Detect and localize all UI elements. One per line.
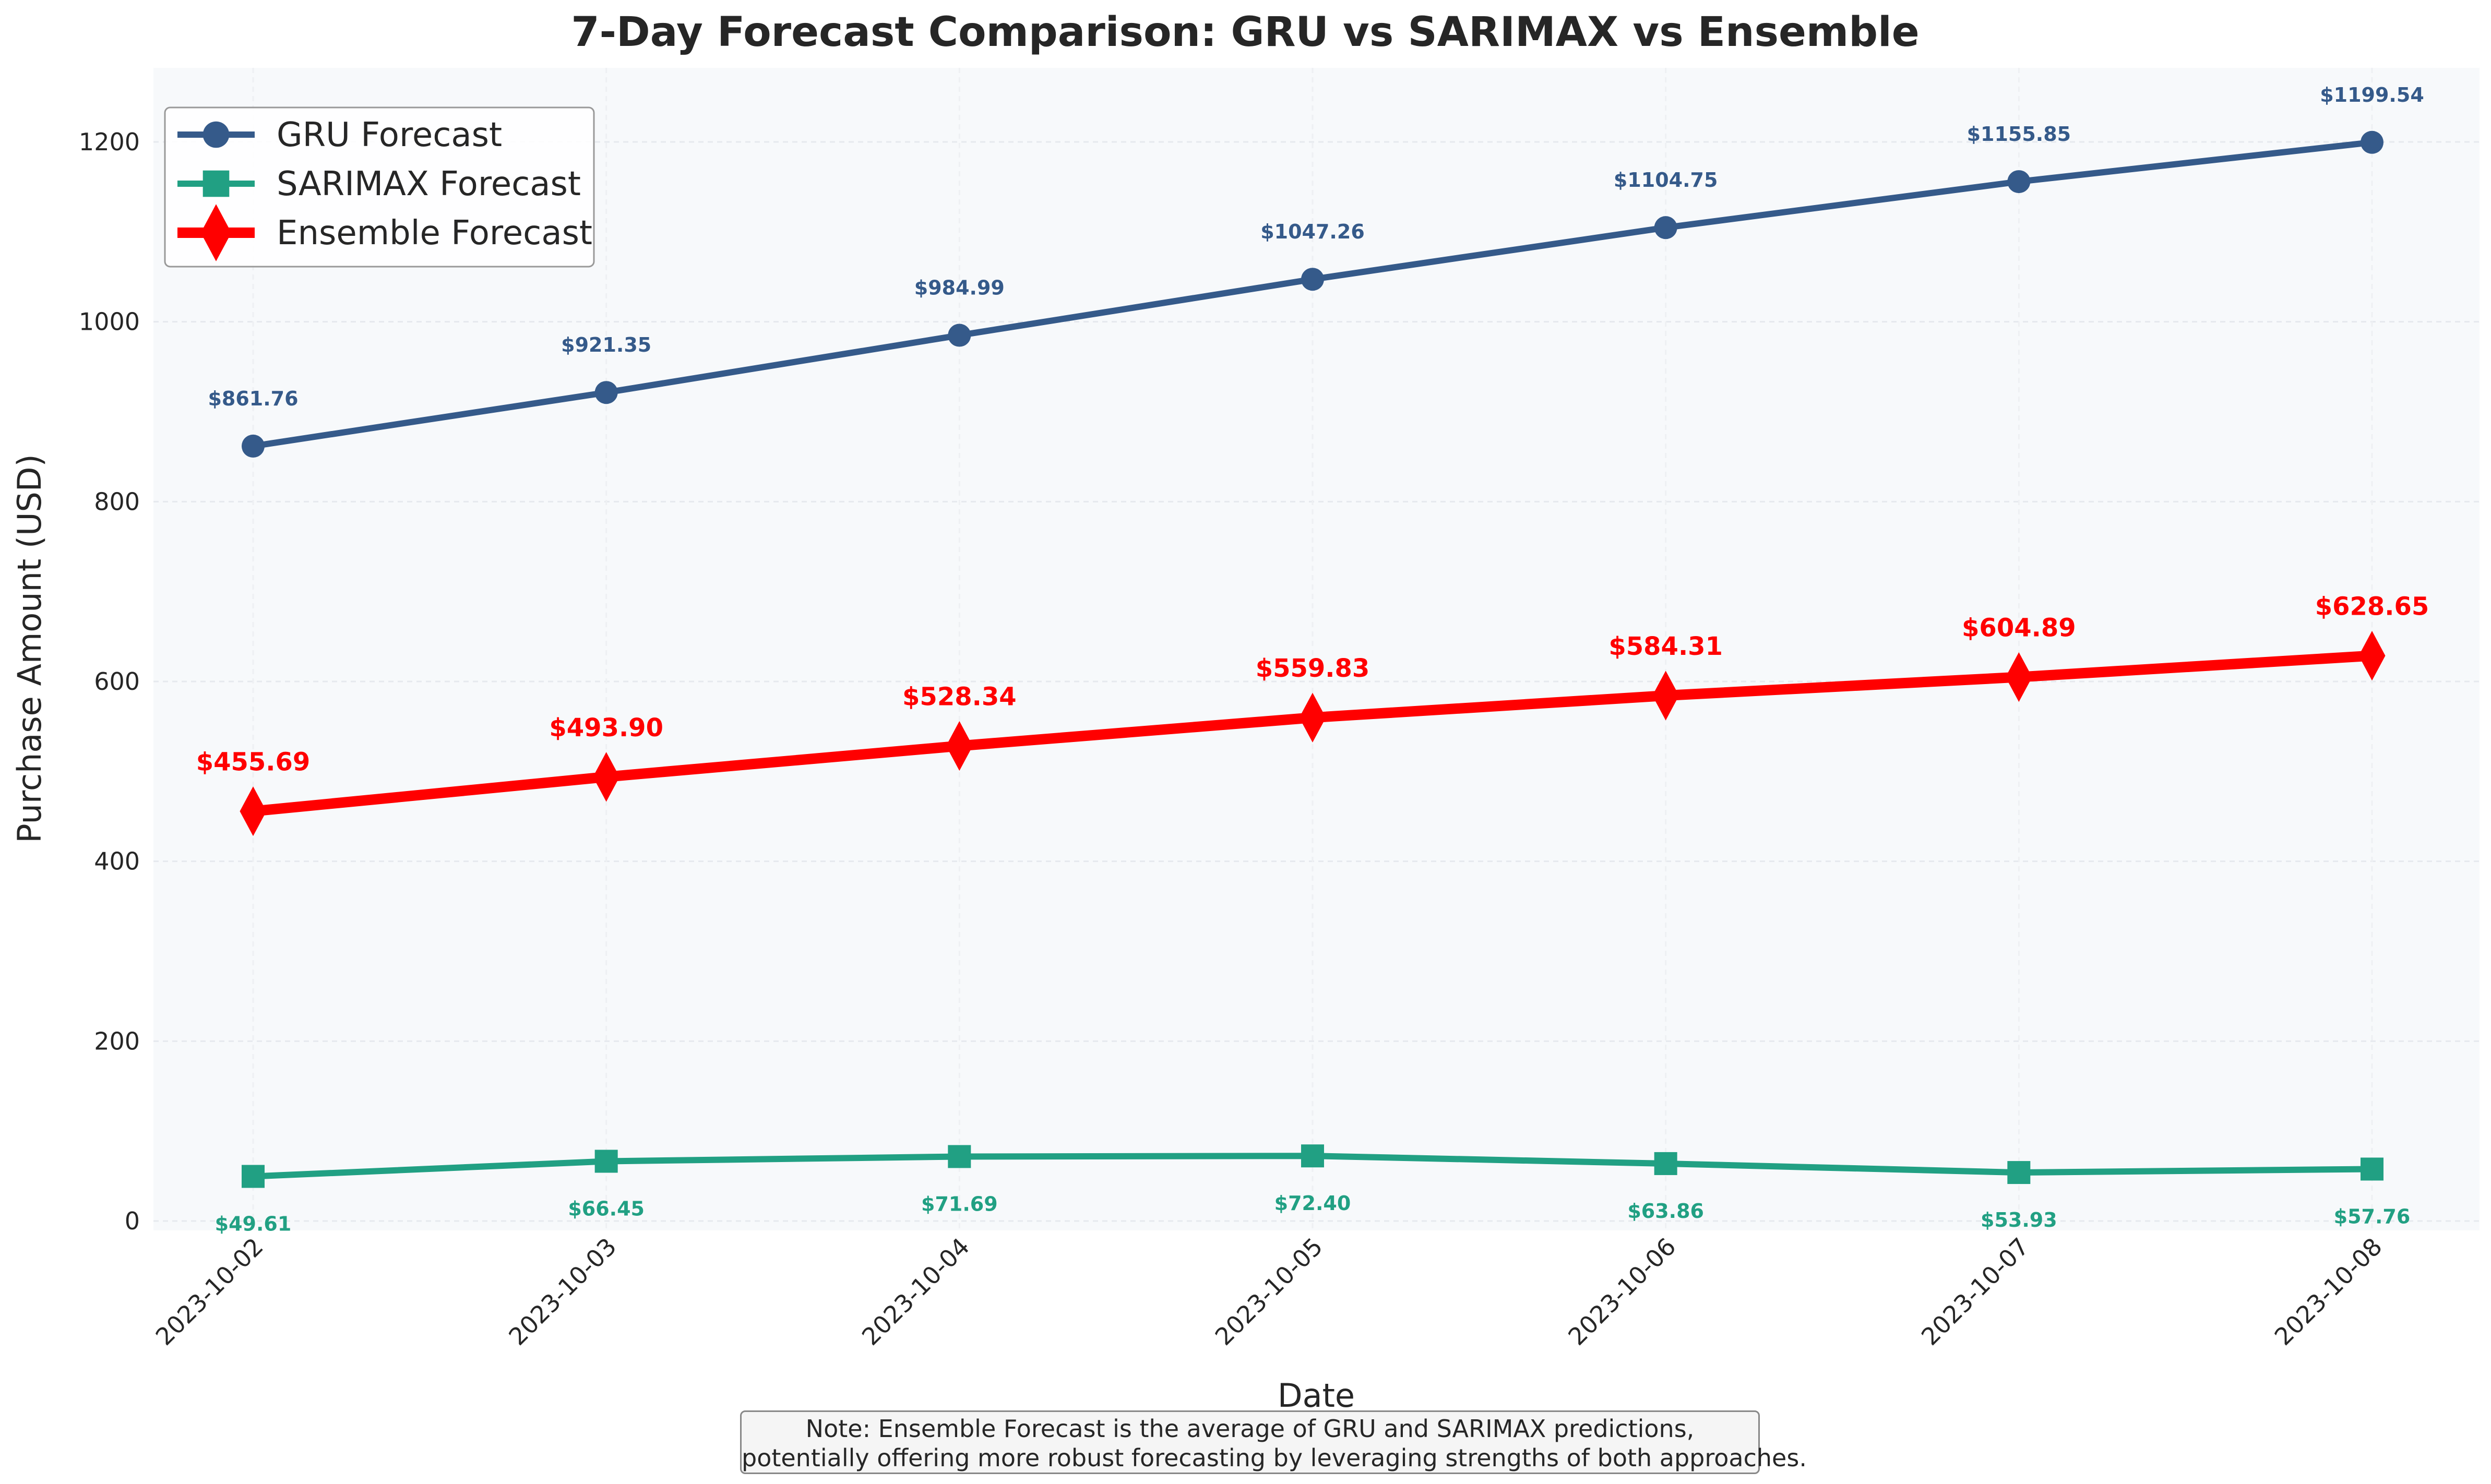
series-2-point-2: [946, 721, 973, 771]
data-label-2-2: $528.34: [902, 682, 1017, 711]
x-tick-label-5: 2023-10-07: [1916, 1232, 2034, 1351]
data-label-1-1: $66.45: [568, 1197, 645, 1220]
series-0-point-0: [242, 434, 265, 458]
series-1-point-4: [1654, 1152, 1677, 1175]
x-axis-ticks: 2023-10-02 2023-10-03 2023-10-04 2023-10-05…: [150, 1232, 2388, 1351]
data-label-0-1: $921.35: [561, 333, 651, 356]
note-box: Note: Ensemble Forecast is the average o…: [740, 1410, 1807, 1474]
x-tick-label-2: 2023-10-04: [856, 1232, 975, 1351]
data-label-1-6: $57.76: [2334, 1205, 2411, 1228]
series-1-point-2: [948, 1145, 971, 1168]
data-label-2-5: $604.89: [1962, 614, 2076, 643]
series-1-point-5: [2007, 1161, 2031, 1184]
y-tick-label-3: 600: [94, 667, 140, 696]
note-line-1: Note: Ensemble Forecast is the average o…: [805, 1415, 1695, 1443]
data-label-2-4: $584.31: [1608, 632, 1723, 661]
y-tick-label-6: 1200: [79, 128, 140, 156]
series-1-point-6: [2361, 1157, 2383, 1181]
x-tick-label-0: 2023-10-02: [150, 1232, 269, 1351]
series-lines: [240, 130, 2386, 1188]
data-label-1-3: $72.40: [1274, 1192, 1351, 1215]
data-label-2-1: $493.90: [549, 713, 663, 743]
legend-marker-1: [202, 170, 230, 197]
chart-title: 7-Day Forecast Comparison: GRU vs SARIMA…: [571, 9, 1919, 56]
x-tick-label-3: 2023-10-05: [1210, 1232, 1328, 1351]
legend: GRU Forecast SARIMAX Forecast Ensemble For…: [164, 106, 595, 268]
data-label-1-4: $63.86: [1627, 1200, 1704, 1223]
series-1-point-3: [1301, 1144, 1324, 1168]
x-tick-label-6: 2023-10-08: [2269, 1232, 2388, 1351]
legend-box: [164, 106, 595, 268]
legend-label-1: SARIMAX Forecast: [277, 165, 581, 204]
series-0-point-3: [1301, 268, 1324, 291]
data-label-0-2: $984.99: [914, 277, 1005, 300]
series-1-point-0: [242, 1165, 265, 1188]
data-label-2-6: $628.65: [2315, 592, 2429, 621]
series-2-point-1: [593, 752, 620, 802]
series-1: [242, 1144, 2383, 1188]
y-tick-label-5: 1000: [79, 308, 140, 336]
legend-marker-2: [200, 204, 232, 261]
series-0-point-1: [594, 381, 618, 404]
data-label-2-0: $455.69: [196, 748, 311, 777]
x-tick-label-4: 2023-10-06: [1563, 1232, 1681, 1351]
data-labels: $861.76 $921.35 $984.99 $1047.26 $1104.75 $11…: [196, 83, 2429, 1236]
data-label-0-5: $1155.85: [1967, 123, 2071, 146]
series-0-point-5: [2007, 170, 2031, 194]
y-axis-label: Purchase Amount (USD): [10, 454, 49, 843]
data-label-1-0: $49.61: [215, 1213, 292, 1236]
series-0-point-4: [1654, 216, 1677, 240]
data-label-1-5: $53.93: [1981, 1208, 2057, 1231]
data-label-1-2: $71.69: [921, 1192, 998, 1215]
series-0-point-2: [948, 324, 971, 347]
x-axis-label: Date: [1278, 1377, 1355, 1415]
series-2-point-4: [1652, 671, 1679, 721]
series-1-point-1: [594, 1150, 618, 1173]
data-label-0-4: $1104.75: [1614, 169, 1718, 192]
y-tick-label-1: 200: [94, 1027, 140, 1055]
note-line-2: potentially offering more robust forecas…: [742, 1444, 1807, 1472]
series-2-point-5: [2005, 652, 2032, 702]
y-tick-label-0: 0: [125, 1207, 140, 1235]
y-tick-label-2: 400: [94, 847, 140, 876]
x-tick-label-1: 2023-10-03: [503, 1232, 622, 1351]
series-0-point-6: [2361, 130, 2383, 154]
series-0: [242, 130, 2383, 458]
series-2-point-0: [240, 786, 267, 836]
y-tick-label-4: 800: [94, 487, 140, 516]
data-label-0-3: $1047.26: [1260, 220, 1365, 243]
legend-marker-0: [202, 121, 230, 148]
data-label-2-3: $559.83: [1256, 654, 1370, 683]
grid-lines: [153, 68, 2480, 1230]
data-label-0-0: $861.76: [208, 387, 298, 410]
y-axis-ticks: 0 200 400 600 800 1000 1200: [79, 128, 140, 1235]
legend-label-0: GRU Forecast: [277, 116, 502, 154]
series-2-point-6: [2358, 631, 2386, 681]
series-2-point-3: [1299, 692, 1326, 743]
data-label-0-6: $1199.54: [2320, 83, 2424, 106]
series-2: [240, 631, 2386, 836]
legend-label-2: Ensemble Forecast: [277, 214, 592, 253]
